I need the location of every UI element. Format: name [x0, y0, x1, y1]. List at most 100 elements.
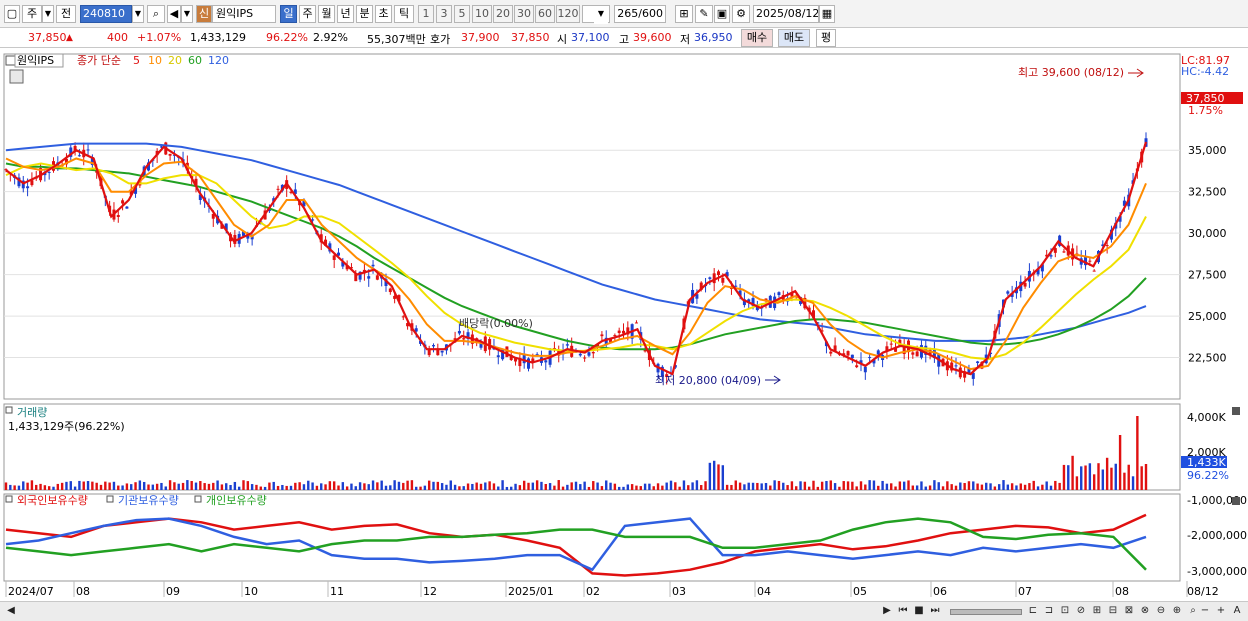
chart-settings-icon[interactable] — [9, 69, 24, 84]
rewind-icon[interactable]: ⏮ — [898, 605, 908, 616]
volume-panel-icon[interactable] — [5, 406, 13, 414]
volume-bar — [259, 486, 262, 490]
stop-icon[interactable]: ■ — [914, 605, 924, 616]
date-input[interactable]: 2025/08/12 — [753, 5, 819, 23]
candle-body — [47, 171, 51, 173]
speaker-icon[interactable]: ◀ — [167, 5, 181, 23]
holdings-close-icon[interactable] — [1232, 497, 1240, 505]
tool-icon-7[interactable]: ⊠ — [1124, 605, 1134, 616]
chart-scrollbar[interactable]: ◀ ▶ ⏮ ■ ⏭ ⊏ ⊐ ⊡ ⊘ ⊞ ⊟ ⊠ ⊗ ⊖ ⊕ ⌕ − + A — [0, 601, 1248, 621]
scroll-right-icon[interactable]: ▶ — [883, 605, 891, 616]
market-select[interactable]: 주 — [22, 5, 42, 23]
count-input[interactable]: 265/600 — [614, 5, 666, 23]
x-tick-label: 08 — [76, 585, 90, 598]
volume-bar — [397, 481, 401, 490]
volume-panel — [3, 403, 1181, 491]
tool-icon-2[interactable]: ⊐ — [1044, 605, 1054, 616]
candle-body — [328, 243, 332, 252]
volume-bar — [466, 483, 470, 490]
tool-icon-9[interactable]: ⊖ — [1156, 605, 1166, 616]
holdings-panel-icon[interactable] — [5, 495, 13, 503]
period-second[interactable]: 초 — [375, 5, 392, 23]
speaker-dropdown-icon[interactable]: ▼ — [181, 5, 193, 23]
tool-icon-1[interactable]: ⊏ — [1028, 605, 1038, 616]
search-icon[interactable]: ⌕ — [147, 5, 165, 23]
stock-name[interactable]: 원익IPS — [212, 5, 276, 23]
min-1[interactable]: 1 — [418, 5, 434, 23]
x-tick-label: 04 — [757, 585, 771, 598]
legend-institution: 기관보유수량 — [118, 494, 179, 507]
candle-body — [950, 362, 954, 371]
zoom-slider[interactable] — [950, 609, 1022, 615]
period-tick[interactable]: 틱 — [394, 5, 414, 23]
min-20[interactable]: 20 — [493, 5, 513, 23]
window-icon[interactable]: ▢ — [4, 5, 20, 23]
candle-body — [812, 310, 815, 318]
code-dropdown-icon[interactable]: ▼ — [132, 5, 144, 23]
candle-body — [419, 340, 423, 344]
min-30[interactable]: 30 — [514, 5, 534, 23]
candle-body — [604, 337, 608, 346]
font-icon[interactable]: A — [1233, 605, 1241, 616]
volume-bar — [1006, 484, 1010, 490]
scroll-left-arrow[interactable]: ◀ — [7, 605, 15, 616]
x-axis: 2024/07 08 09 10 11 12 2025/01 02 03 04 05 06 07 08 08… — [5, 581, 1219, 598]
search-icon-2[interactable]: ⌕ — [1190, 605, 1196, 616]
candle-body — [665, 374, 669, 378]
min-120[interactable]: 120 — [556, 5, 580, 23]
fast-forward-icon[interactable]: ⏭ — [930, 605, 940, 616]
candle-body — [289, 191, 293, 193]
volume-bar — [281, 484, 284, 490]
code-input[interactable]: 240810 — [80, 5, 132, 23]
period-year[interactable]: 년 — [337, 5, 354, 23]
save-icon[interactable]: ▣ — [714, 5, 730, 23]
chart-area[interactable]: 22,500 25,000 27,500 30,000 32,500 35,000 202… — [0, 48, 1248, 601]
volume-close-icon[interactable] — [1232, 407, 1240, 415]
period-day[interactable]: 일 — [280, 5, 297, 23]
candle-body — [311, 219, 315, 221]
volume-bar — [712, 460, 716, 490]
holdings-lines — [5, 513, 1147, 577]
period-week[interactable]: 주 — [299, 5, 316, 23]
volume-bar — [65, 481, 68, 490]
settings-icon[interactable]: ⚙ — [732, 5, 750, 23]
min-3[interactable]: 3 — [436, 5, 452, 23]
tool-icon-6[interactable]: ⊟ — [1108, 605, 1118, 616]
sell-button[interactable]: 매도 — [778, 29, 810, 47]
tool-icon-8[interactable]: ⊗ — [1140, 605, 1150, 616]
compare-icon[interactable]: ⊞ — [675, 5, 693, 23]
tool-icon-5[interactable]: ⊞ — [1092, 605, 1102, 616]
y-tick-label: 35,000 — [1188, 144, 1227, 157]
volume-label: 거래량 — [17, 406, 47, 419]
volume-bar — [553, 485, 556, 490]
volume-bar — [691, 482, 694, 490]
candle-body — [121, 200, 125, 204]
tool-icon-3[interactable]: ⊡ — [1060, 605, 1070, 616]
market-dropdown-icon[interactable]: ▼ — [42, 5, 54, 23]
candle-body — [384, 279, 388, 287]
prev-button[interactable]: 전 — [56, 5, 76, 23]
volume-bar — [4, 482, 8, 490]
min-10[interactable]: 10 — [472, 5, 492, 23]
min-5[interactable]: 5 — [454, 5, 470, 23]
avg-button[interactable]: 평 — [816, 29, 836, 47]
candle-body — [159, 146, 163, 148]
volume-bar — [846, 481, 850, 490]
volume-bar — [462, 486, 465, 490]
tool-icon-10[interactable]: ⊕ — [1172, 605, 1182, 616]
buy-button[interactable]: 매수 — [741, 29, 773, 47]
draw-tool-icon[interactable]: ✎ — [695, 5, 713, 23]
legend-individual: 개인보유수량 — [206, 494, 267, 507]
calendar-icon[interactable]: ▦ — [819, 5, 835, 23]
tool-icon-4[interactable]: ⊘ — [1076, 605, 1086, 616]
min-60[interactable]: 60 — [535, 5, 555, 23]
candle-body — [522, 353, 526, 364]
volume-bar — [609, 482, 612, 490]
period-month[interactable]: 월 — [318, 5, 335, 23]
period-minute[interactable]: 분 — [356, 5, 373, 23]
zoom-out-icon[interactable]: − — [1200, 605, 1210, 616]
volume-bar — [432, 481, 435, 490]
zoom-in-icon[interactable]: + — [1216, 605, 1226, 616]
custom-period-dropdown-icon[interactable]: ▼ — [594, 6, 608, 24]
